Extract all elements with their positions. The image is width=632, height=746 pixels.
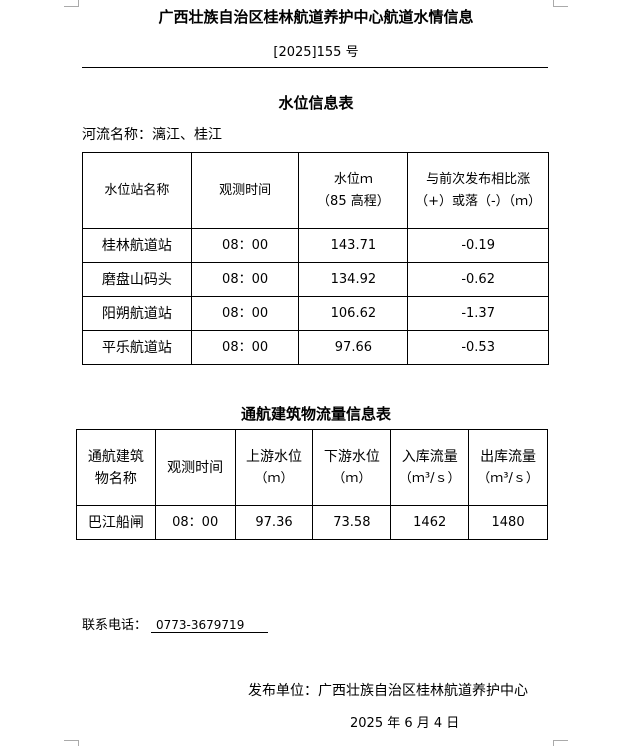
contact-line: 联系电话： 0773-3679719: [82, 614, 269, 633]
water-level: 106.62: [298, 296, 409, 331]
water-level: 134.92: [298, 262, 409, 297]
header-line: （+）或落（-）（ｍ）: [415, 193, 542, 209]
column-header: 出库流量 （ｍ³/ｓ）: [468, 429, 548, 506]
column-header: 上游水位 （ｍ）: [234, 429, 314, 506]
header-line: （ｍ³/ｓ）: [398, 470, 461, 486]
inflow: 1462: [390, 505, 470, 540]
table-row: 平乐航道站 08：00 97.66 -0.53: [82, 330, 549, 365]
page-corner-mark: [553, 740, 568, 746]
table-header-row: 水位站名称 观测时间 水位ｍ （85 高程） 与前次发布相比涨 （+）或落（-）（ｍ…: [82, 152, 549, 229]
document-number: [2025]155 号: [273, 45, 359, 60]
header-line: 水位ｍ: [333, 171, 373, 187]
header-line: 出库流量: [480, 448, 537, 465]
column-header: 水位ｍ （85 高程）: [298, 152, 409, 229]
level-change: -1.37: [407, 296, 549, 331]
header-line: （ｍ³/ｓ）: [477, 470, 539, 486]
level-change: -0.19: [407, 228, 549, 263]
header-divider: [82, 67, 548, 68]
water-level-table: 水位站名称 观测时间 水位ｍ （85 高程） 与前次发布相比涨 （+）或落（-）（ｍ…: [82, 152, 549, 365]
column-header: 观测时间: [190, 152, 300, 229]
header-line: （ｍ）: [332, 470, 372, 486]
header-line: 下游水位: [323, 448, 380, 465]
table-row: 磨盘山码头 08：00 134.92 -0.62: [82, 262, 549, 297]
outflow: 1480: [468, 505, 548, 540]
table-header-row: 通航建筑 物名称 观测时间 上游水位 （ｍ） 下游水位 （ｍ） 入库流量 （ｍ³/ｓ） …: [76, 429, 548, 506]
page-corner-mark: [64, 740, 79, 746]
station-name: 磨盘山码头: [82, 262, 192, 297]
level-change: -0.62: [407, 262, 549, 297]
water-level: 97.66: [298, 330, 409, 365]
column-header: 入库流量 （ｍ³/ｓ）: [390, 429, 470, 506]
table-row: 阳朔航道站 08：00 106.62 -1.37: [82, 296, 549, 331]
column-header: 通航建筑 物名称: [76, 429, 156, 506]
publish-date: 2025 年 6 月 4 日: [350, 716, 460, 731]
header-line: 物名称: [94, 470, 137, 487]
table-row: 桂林航道站 08：00 143.71 -0.19: [82, 228, 549, 263]
contact-phone: 0773-3679719: [151, 618, 269, 633]
header-line: 上游水位: [246, 448, 302, 465]
flow-table-title: 通航建筑物流量信息表: [240, 405, 391, 423]
page-corner-mark: [64, 0, 79, 7]
water-level-table-title: 水位信息表: [278, 94, 354, 112]
observation-time: 08：00: [154, 505, 236, 540]
water-level: 143.71: [298, 228, 409, 263]
header-line: 通航建筑: [87, 448, 144, 465]
river-name: 河流名称：漓江、桂江: [82, 127, 222, 143]
level-change: -0.53: [407, 330, 549, 365]
observation-time: 08：00: [190, 296, 300, 331]
station-name: 桂林航道站: [82, 228, 192, 263]
header-line: （85 高程）: [317, 193, 390, 209]
column-header: 观测时间: [154, 429, 236, 506]
column-header: 水位站名称: [82, 152, 192, 229]
observation-time: 08：00: [190, 228, 300, 263]
table-row: 巴江船闸 08：00 97.36 73.58 1462 1480: [76, 505, 548, 540]
header-line: 与前次发布相比涨: [426, 171, 531, 187]
observation-time: 08：00: [190, 262, 300, 297]
station-name: 阳朔航道站: [82, 296, 192, 331]
column-header: 与前次发布相比涨 （+）或落（-）（ｍ）: [407, 152, 549, 229]
contact-label: 联系电话：: [82, 618, 148, 633]
structure-name: 巴江船闸: [76, 505, 156, 540]
flow-table: 通航建筑 物名称 观测时间 上游水位 （ｍ） 下游水位 （ｍ） 入库流量 （ｍ³/ｓ） …: [76, 429, 548, 540]
upstream-level: 97.36: [234, 505, 314, 540]
column-header: 下游水位 （ｍ）: [312, 429, 392, 506]
header-line: （ｍ）: [254, 470, 294, 486]
document-title: 广西壮族自治区桂林航道养护中心航道水情信息: [158, 8, 474, 26]
publisher: 发布单位：广西壮族自治区桂林航道养护中心: [248, 683, 528, 699]
downstream-level: 73.58: [312, 505, 392, 540]
header-line: 入库流量: [401, 448, 458, 465]
page-corner-mark: [553, 0, 568, 7]
station-name: 平乐航道站: [82, 330, 192, 365]
observation-time: 08：00: [190, 330, 300, 365]
